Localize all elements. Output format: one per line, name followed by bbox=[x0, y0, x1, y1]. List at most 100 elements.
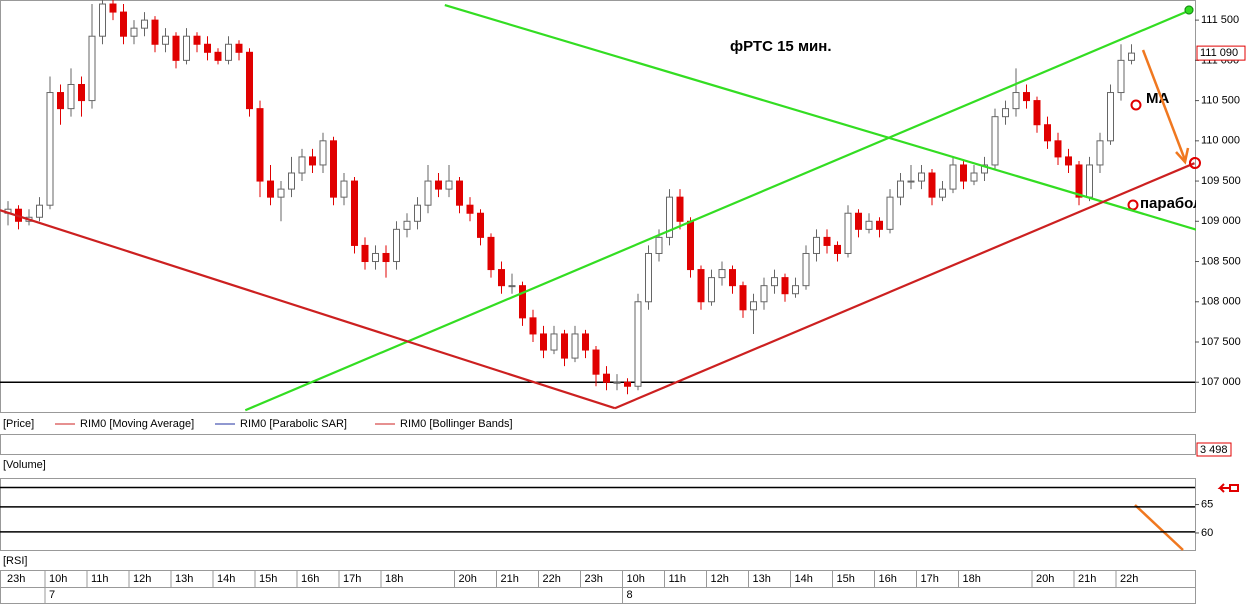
candle-body bbox=[361, 244, 369, 263]
marker-circle bbox=[1127, 199, 1139, 211]
trend-line bbox=[614, 162, 1195, 410]
volume-pane bbox=[0, 434, 1196, 455]
chart-title: фРТС 15 мин. bbox=[730, 38, 832, 55]
candle-body bbox=[288, 172, 295, 190]
candle-body bbox=[162, 35, 169, 45]
candle-body bbox=[834, 244, 841, 254]
y-tick-label: 107 500 bbox=[1201, 336, 1241, 348]
candle-body bbox=[403, 220, 411, 230]
candle-body bbox=[1075, 164, 1083, 198]
x-tick-label: 13h bbox=[175, 573, 193, 585]
marker-circle bbox=[1130, 99, 1142, 111]
candle-body bbox=[445, 180, 453, 190]
candle-body bbox=[1117, 59, 1125, 94]
price-pane bbox=[0, 0, 1196, 413]
x-tick-label: 11h bbox=[669, 573, 687, 585]
annotation: MA bbox=[1146, 90, 1169, 107]
candle-body bbox=[645, 252, 652, 303]
candle-body bbox=[582, 333, 589, 351]
candle-body bbox=[1012, 92, 1020, 110]
candle-body bbox=[1023, 92, 1030, 102]
y-tick-label: 109 000 bbox=[1201, 215, 1241, 227]
legend-label: RIM0 [Bollinger Bands] bbox=[400, 418, 513, 430]
x-tick-label: 21h bbox=[501, 573, 519, 585]
candle-body bbox=[802, 252, 810, 287]
candle-body bbox=[1086, 164, 1093, 198]
trend-line bbox=[444, 4, 1248, 247]
candle-body bbox=[319, 140, 327, 166]
trend-line bbox=[244, 9, 1191, 412]
volume-label: [Volume] bbox=[3, 459, 46, 471]
volume-box bbox=[1196, 442, 1232, 457]
candle-body bbox=[876, 220, 883, 230]
candle-body bbox=[498, 269, 505, 287]
x-tick-label: 10h bbox=[49, 573, 67, 585]
candle-body bbox=[844, 212, 852, 254]
candle-body bbox=[477, 212, 484, 238]
x-tick-label: 14h bbox=[217, 573, 235, 585]
candle-body bbox=[855, 212, 862, 230]
x-tick-label: 20h bbox=[459, 573, 477, 585]
candle-body bbox=[1033, 100, 1041, 126]
candle-body bbox=[970, 172, 978, 182]
x-tick-label: 23h bbox=[7, 573, 25, 585]
candle-body bbox=[687, 220, 694, 271]
candle-body bbox=[823, 236, 831, 246]
candle-body bbox=[309, 156, 316, 166]
candle-body bbox=[540, 333, 547, 351]
candle-body bbox=[46, 92, 54, 206]
x-tick-label: 15h bbox=[259, 573, 277, 585]
candle-body bbox=[897, 180, 904, 198]
candle-body bbox=[88, 35, 96, 102]
candle-body bbox=[1128, 52, 1135, 61]
candle-body bbox=[918, 172, 925, 182]
candle-body bbox=[330, 140, 337, 198]
candle-body bbox=[36, 204, 43, 218]
candle-body bbox=[246, 51, 253, 110]
x-tick-label: 22h bbox=[543, 573, 561, 585]
candle-body bbox=[508, 285, 516, 288]
legend-title: [Price] bbox=[3, 418, 34, 430]
candle-body bbox=[466, 204, 474, 214]
candle-body bbox=[991, 116, 999, 166]
day-label: 8 bbox=[627, 589, 633, 601]
forecast-arrow bbox=[1134, 49, 1190, 551]
candle-body bbox=[277, 188, 285, 198]
candle-body bbox=[340, 180, 348, 198]
rsi-label: [RSI] bbox=[3, 555, 27, 567]
rsi-tick-label: 65 bbox=[1201, 498, 1213, 510]
y-tick-label: 107 000 bbox=[1201, 376, 1241, 388]
candle-body bbox=[456, 180, 463, 206]
x-tick-label: 18h bbox=[963, 573, 981, 585]
candle-body bbox=[172, 35, 180, 61]
x-tick-label: 16h bbox=[879, 573, 897, 585]
last-price-box bbox=[1196, 45, 1246, 61]
candle-body bbox=[193, 35, 201, 45]
rsi-pane bbox=[0, 478, 1196, 551]
candle-body bbox=[141, 19, 148, 29]
candle-body bbox=[109, 3, 117, 13]
x-tick-label: 17h bbox=[921, 573, 939, 585]
candle-body bbox=[624, 381, 631, 387]
candle-body bbox=[792, 285, 799, 295]
rsi-arrow bbox=[1217, 483, 1239, 493]
candle-body bbox=[718, 269, 726, 279]
candle-body bbox=[949, 164, 957, 190]
candle-body bbox=[183, 35, 190, 61]
candle-body bbox=[1107, 92, 1114, 142]
candle-body bbox=[267, 180, 274, 198]
marker-circle bbox=[1184, 5, 1194, 15]
candle-body bbox=[739, 285, 747, 311]
candle-body bbox=[1044, 124, 1051, 142]
y-tick-label: 110 500 bbox=[1201, 94, 1240, 106]
x-tick-label: 10h bbox=[627, 573, 645, 585]
candle-body bbox=[676, 196, 684, 222]
x-tick-label: 18h bbox=[385, 573, 403, 585]
legend-label: RIM0 [Parabolic SAR] bbox=[240, 418, 347, 430]
y-tick-label: 108 000 bbox=[1201, 296, 1241, 308]
candle-body bbox=[414, 204, 421, 222]
candle-body bbox=[561, 333, 568, 359]
candle-body bbox=[1096, 140, 1104, 166]
x-tick-label: 12h bbox=[133, 573, 151, 585]
